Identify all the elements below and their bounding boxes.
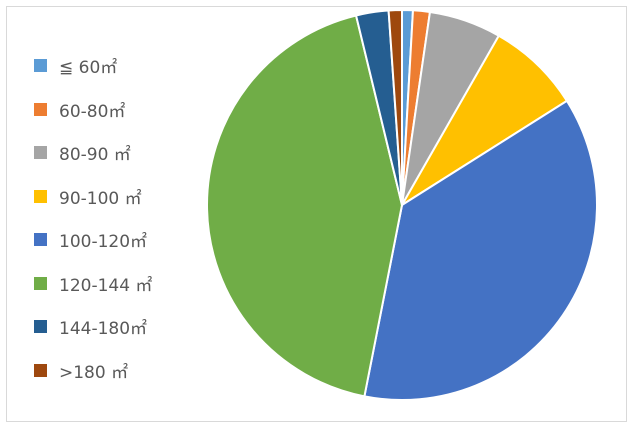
legend-swatch	[34, 276, 47, 290]
pie-slice	[206, 14, 403, 398]
legend-item: 144-180㎡	[34, 305, 204, 349]
legend-swatch	[34, 146, 47, 160]
legend-label: ≦ 60㎡	[59, 58, 118, 79]
legend-item: 100-120㎡	[34, 218, 204, 262]
legend-label: 90-100 ㎡	[59, 188, 142, 209]
legend-label: 100-120㎡	[59, 232, 148, 253]
pie-slice	[363, 99, 598, 401]
pie-slice	[387, 8, 403, 206]
legend-label: 60-80㎡	[59, 101, 126, 122]
legend-swatch	[34, 320, 47, 334]
legend-label: 120-144 ㎡	[59, 275, 153, 296]
legend-swatch	[34, 233, 47, 247]
legend-item: 90-100 ㎡	[34, 175, 204, 219]
legend-swatch	[34, 363, 47, 377]
legend-item: 120-144 ㎡	[34, 262, 204, 306]
chart-legend: ≦ 60㎡ 60-80㎡ 80-90 ㎡ 90-100 ㎡ 100-120㎡ 1…	[34, 44, 204, 392]
legend-swatch	[34, 59, 47, 73]
legend-label: 80-90 ㎡	[59, 145, 131, 166]
pie-slice	[401, 34, 568, 206]
legend-label: 144-180㎡	[59, 319, 148, 340]
legend-item: 80-90 ㎡	[34, 131, 204, 175]
legend-item: 60-80㎡	[34, 88, 204, 132]
legend-label: >180 ㎡	[59, 362, 129, 383]
legend-item: ≦ 60㎡	[34, 44, 204, 88]
legend-swatch	[34, 189, 47, 203]
legend-item: >180 ㎡	[34, 349, 204, 393]
legend-swatch	[34, 102, 47, 116]
